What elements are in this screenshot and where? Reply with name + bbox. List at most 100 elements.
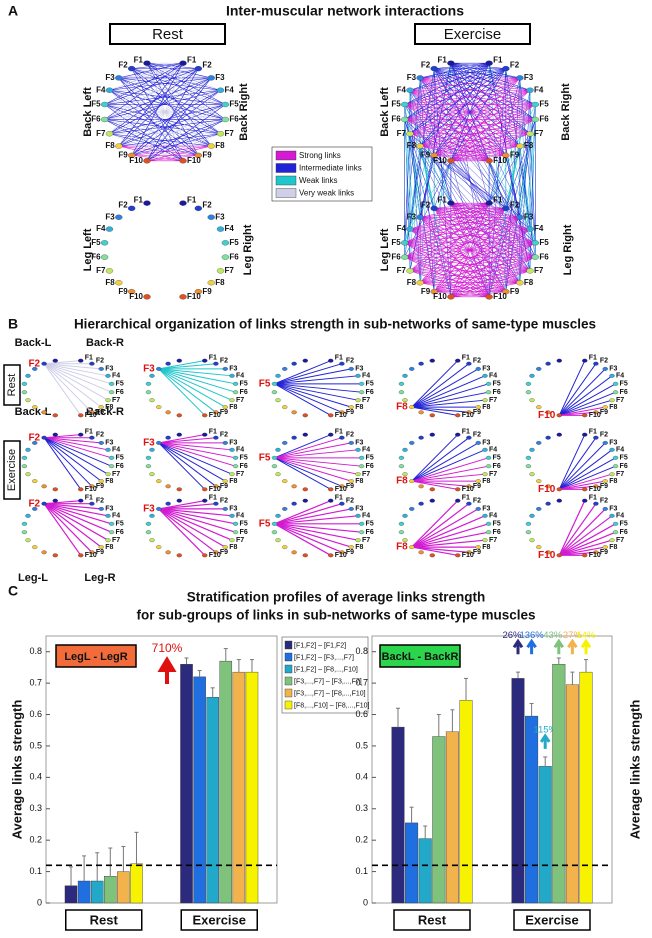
link xyxy=(450,77,521,161)
node xyxy=(213,361,219,366)
node xyxy=(430,65,438,72)
y-tick-label: 0.5 xyxy=(355,740,368,750)
link xyxy=(450,242,536,298)
link xyxy=(131,119,226,156)
node xyxy=(482,447,488,452)
node xyxy=(143,60,151,66)
link xyxy=(274,457,331,490)
focus-label: F2 xyxy=(28,432,40,443)
node xyxy=(275,373,281,378)
node xyxy=(291,361,297,366)
node xyxy=(275,538,281,543)
category-box xyxy=(180,909,258,931)
node-label: F9 xyxy=(346,483,354,490)
link xyxy=(558,500,586,556)
node xyxy=(609,447,615,452)
link xyxy=(274,368,352,385)
node-label: F3 xyxy=(229,506,237,513)
node xyxy=(485,521,492,526)
node-label: F5 xyxy=(620,455,628,462)
link xyxy=(450,270,531,298)
node-label: F5 xyxy=(366,521,374,528)
node xyxy=(502,289,510,295)
side-label: Back Left xyxy=(379,87,391,137)
legend-label: [F1,F2] – [F1,F2] xyxy=(294,642,346,649)
node-label: F7 xyxy=(236,397,244,404)
focus-label: F8 xyxy=(396,542,408,553)
node xyxy=(229,472,235,477)
node-label: F1 xyxy=(209,495,217,502)
link xyxy=(434,282,520,292)
link xyxy=(409,68,506,91)
node-label: F8 xyxy=(355,544,363,551)
node-label: F2 xyxy=(473,498,481,505)
node-label: F4 xyxy=(397,224,407,233)
node xyxy=(556,432,562,437)
node xyxy=(545,501,551,506)
node-label: F10 xyxy=(187,156,201,165)
node xyxy=(355,398,361,403)
node-label: F10 xyxy=(462,412,474,419)
node xyxy=(149,447,155,452)
node-label: F6 xyxy=(91,252,101,261)
node xyxy=(52,553,58,558)
link xyxy=(158,368,226,408)
link xyxy=(131,63,184,156)
node xyxy=(466,550,472,555)
node xyxy=(418,550,424,555)
group-label: Leg-L xyxy=(18,572,48,584)
focus-label: F2 xyxy=(28,498,40,509)
node xyxy=(609,472,615,477)
node xyxy=(409,506,415,511)
link xyxy=(434,155,490,162)
node xyxy=(516,214,524,220)
link xyxy=(558,515,613,556)
node xyxy=(447,60,455,66)
node xyxy=(526,226,534,232)
node xyxy=(232,381,239,386)
node xyxy=(398,521,405,526)
node xyxy=(339,435,345,440)
y-tick-label: 0.2 xyxy=(29,835,42,845)
node xyxy=(475,479,481,484)
node xyxy=(207,75,215,81)
link xyxy=(274,515,359,525)
annotation: 710% xyxy=(152,641,183,655)
link xyxy=(411,515,486,548)
link xyxy=(104,119,221,135)
link xyxy=(158,368,233,401)
link xyxy=(274,383,359,401)
node-label: F10 xyxy=(85,486,97,493)
node-label: F7 xyxy=(112,471,120,478)
node xyxy=(145,521,152,526)
link xyxy=(409,62,490,91)
node xyxy=(531,101,539,108)
link xyxy=(450,90,531,162)
node xyxy=(271,521,278,526)
bar xyxy=(445,731,459,904)
link xyxy=(43,437,102,482)
node xyxy=(406,131,414,137)
node-label: F10 xyxy=(129,292,143,301)
focus-label: F5 xyxy=(259,518,271,529)
node-label: F2 xyxy=(220,432,228,439)
node xyxy=(89,501,95,506)
bar xyxy=(245,671,259,904)
label-box xyxy=(379,644,461,668)
node xyxy=(222,405,228,410)
link xyxy=(131,62,184,69)
bar xyxy=(90,880,104,904)
node xyxy=(89,361,95,366)
node xyxy=(348,440,354,445)
node xyxy=(202,432,208,437)
link xyxy=(404,133,411,243)
node xyxy=(536,506,542,511)
bar xyxy=(552,664,566,904)
link xyxy=(419,160,452,283)
link xyxy=(118,63,184,147)
node-label: F5 xyxy=(240,381,248,388)
change-arrow xyxy=(567,638,578,655)
node-label: F3 xyxy=(524,212,534,221)
node xyxy=(402,513,408,518)
node xyxy=(402,472,408,477)
